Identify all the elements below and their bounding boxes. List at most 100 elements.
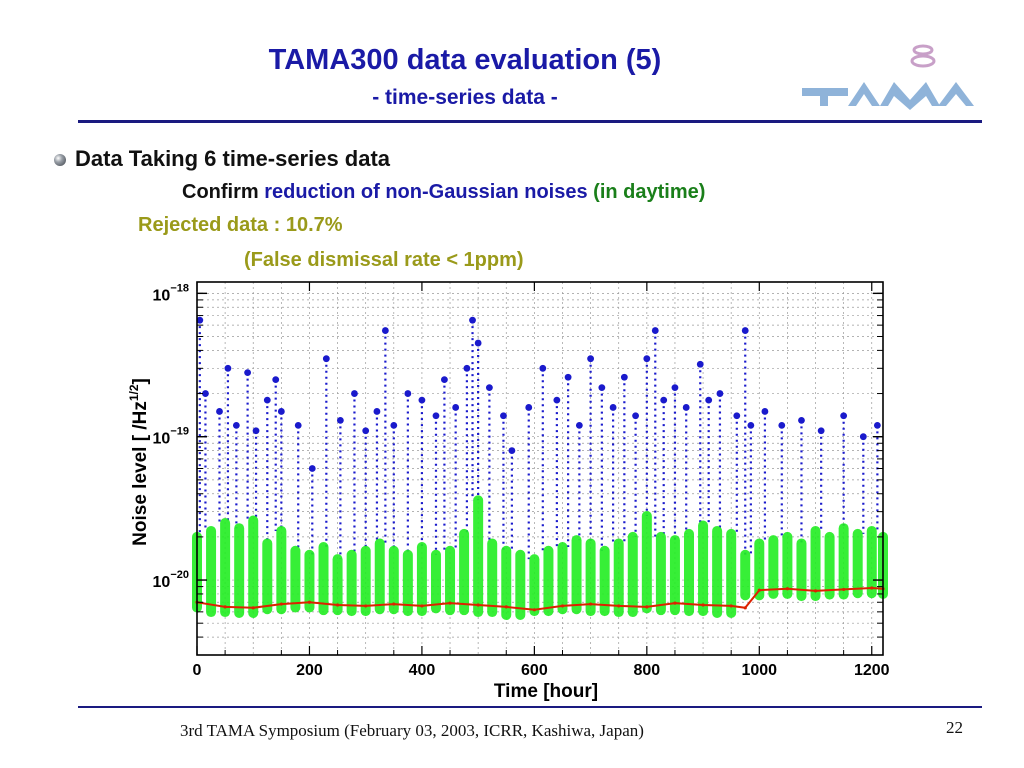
data-point-blue bbox=[609, 404, 617, 411]
data-point-blue bbox=[778, 421, 786, 429]
data-point-blue bbox=[716, 390, 724, 397]
data-point-blue bbox=[469, 316, 476, 324]
data-point-blue bbox=[553, 396, 561, 404]
x-tick-label: 600 bbox=[521, 662, 548, 679]
data-point-blue bbox=[322, 355, 330, 363]
data-point-blue bbox=[351, 390, 358, 397]
data-point-blue bbox=[244, 369, 252, 376]
data-point-blue bbox=[336, 416, 344, 424]
x-tick-label: 800 bbox=[633, 662, 660, 679]
tama-logo bbox=[802, 44, 974, 110]
data-point-blue bbox=[817, 427, 825, 435]
confirm-label: Confirm bbox=[182, 181, 265, 203]
x-tick-label: 1200 bbox=[854, 662, 890, 679]
data-point-blue bbox=[362, 427, 370, 435]
data-point-blue bbox=[525, 404, 533, 411]
data-point-blue bbox=[277, 408, 285, 415]
data-point-blue bbox=[432, 412, 440, 420]
bullet-icon bbox=[54, 154, 66, 166]
data-point-blue bbox=[761, 408, 769, 415]
y-tick-label: 10−20 bbox=[153, 569, 189, 591]
data-point-blue bbox=[643, 355, 651, 363]
data-point-blue bbox=[224, 364, 232, 372]
data-point-blue bbox=[741, 327, 749, 334]
x-axis-label: Time [hour] bbox=[494, 681, 598, 702]
false-dismissal-line: (False dismissal rate < 1ppm) bbox=[244, 249, 524, 271]
confirm-green-text: (in daytime) bbox=[593, 181, 706, 203]
page-subtitle: - time-series data - bbox=[372, 86, 558, 109]
data-point-blue bbox=[564, 373, 572, 381]
header-divider bbox=[78, 120, 982, 123]
data-point-blue bbox=[294, 421, 302, 429]
data-point-blue bbox=[390, 421, 398, 429]
data-point-blue bbox=[575, 421, 583, 429]
data-point-blue bbox=[418, 396, 426, 404]
data-point-blue bbox=[272, 376, 280, 384]
data-point-blue bbox=[859, 433, 867, 441]
y-axis-label-end: ] bbox=[130, 378, 151, 384]
bullet-heading: Data Taking 6 time-series data bbox=[75, 146, 391, 171]
data-point-blue bbox=[404, 390, 412, 397]
rejected-data-line: Rejected data : 10.7% bbox=[138, 214, 343, 236]
data-point-blue bbox=[747, 421, 755, 429]
y-axis-label: Noise level [ /Hz1/2] bbox=[127, 378, 151, 546]
x-tick-label: 0 bbox=[193, 662, 202, 679]
series-group bbox=[195, 586, 885, 612]
page-number: 22 bbox=[946, 718, 963, 737]
data-point-blue bbox=[840, 412, 848, 420]
data-point-blue bbox=[500, 412, 507, 420]
data-point-blue bbox=[452, 404, 460, 411]
x-tick-label: 1000 bbox=[741, 662, 777, 679]
data-point-blue bbox=[660, 396, 668, 404]
data-point-blue bbox=[632, 412, 639, 420]
page-title: TAMA300 data evaluation (5) bbox=[268, 44, 662, 76]
data-point-blue bbox=[263, 396, 271, 404]
y-tick-base: 10 bbox=[153, 431, 171, 448]
y-tick-base: 10 bbox=[153, 287, 171, 304]
logo-ring-top bbox=[912, 44, 934, 56]
data-point-blue bbox=[373, 408, 381, 415]
data-point-blue bbox=[463, 364, 471, 372]
data-point-blue bbox=[485, 384, 493, 392]
x-tick-label: 400 bbox=[409, 662, 436, 679]
data-point-blue bbox=[474, 339, 482, 347]
data-point-blue bbox=[696, 360, 704, 368]
series-group bbox=[196, 316, 881, 560]
footer-text: 3rd TAMA Symposium (February 03, 2003, I… bbox=[180, 721, 644, 740]
data-point-blue bbox=[381, 327, 389, 334]
y-tick-exponent: −19 bbox=[170, 426, 189, 438]
y-axis-label-sup: 1/2 bbox=[127, 384, 141, 401]
confirm-line: Confirm reduction of non-Gaussian noises… bbox=[182, 181, 705, 204]
y-tick-label: 10−18 bbox=[153, 282, 189, 304]
y-tick-exponent: −18 bbox=[170, 282, 189, 294]
y-tick-label: 10−19 bbox=[153, 426, 189, 448]
data-point-blue bbox=[587, 355, 595, 363]
confirm-blue-text: reduction of non-Gaussian noises bbox=[264, 181, 594, 203]
data-point-blue bbox=[308, 465, 316, 472]
data-point-blue bbox=[651, 327, 659, 334]
data-point-blue bbox=[202, 390, 209, 397]
data-point-blue bbox=[441, 376, 448, 384]
logo-letters bbox=[802, 82, 974, 110]
data-point-blue bbox=[539, 364, 547, 372]
x-tick-label: 200 bbox=[296, 662, 323, 679]
data-point-blue bbox=[196, 316, 204, 324]
data-point-blue bbox=[598, 384, 606, 392]
data-point-blue bbox=[508, 447, 516, 454]
footer-divider bbox=[78, 706, 982, 708]
data-point-blue bbox=[232, 421, 240, 429]
data-point-blue bbox=[620, 373, 628, 381]
data-point-blue bbox=[873, 421, 881, 429]
data-line-red bbox=[196, 586, 884, 611]
data-point-blue bbox=[216, 408, 223, 415]
data-point-blue bbox=[733, 412, 741, 420]
data-point-blue bbox=[705, 396, 713, 404]
y-tick-base: 10 bbox=[153, 574, 171, 591]
logo-ring-bottom bbox=[910, 54, 936, 68]
data-point-blue bbox=[798, 416, 805, 424]
data-point-blue bbox=[682, 404, 690, 411]
y-tick-exponent: −20 bbox=[170, 569, 189, 581]
data-point-blue bbox=[252, 427, 260, 435]
